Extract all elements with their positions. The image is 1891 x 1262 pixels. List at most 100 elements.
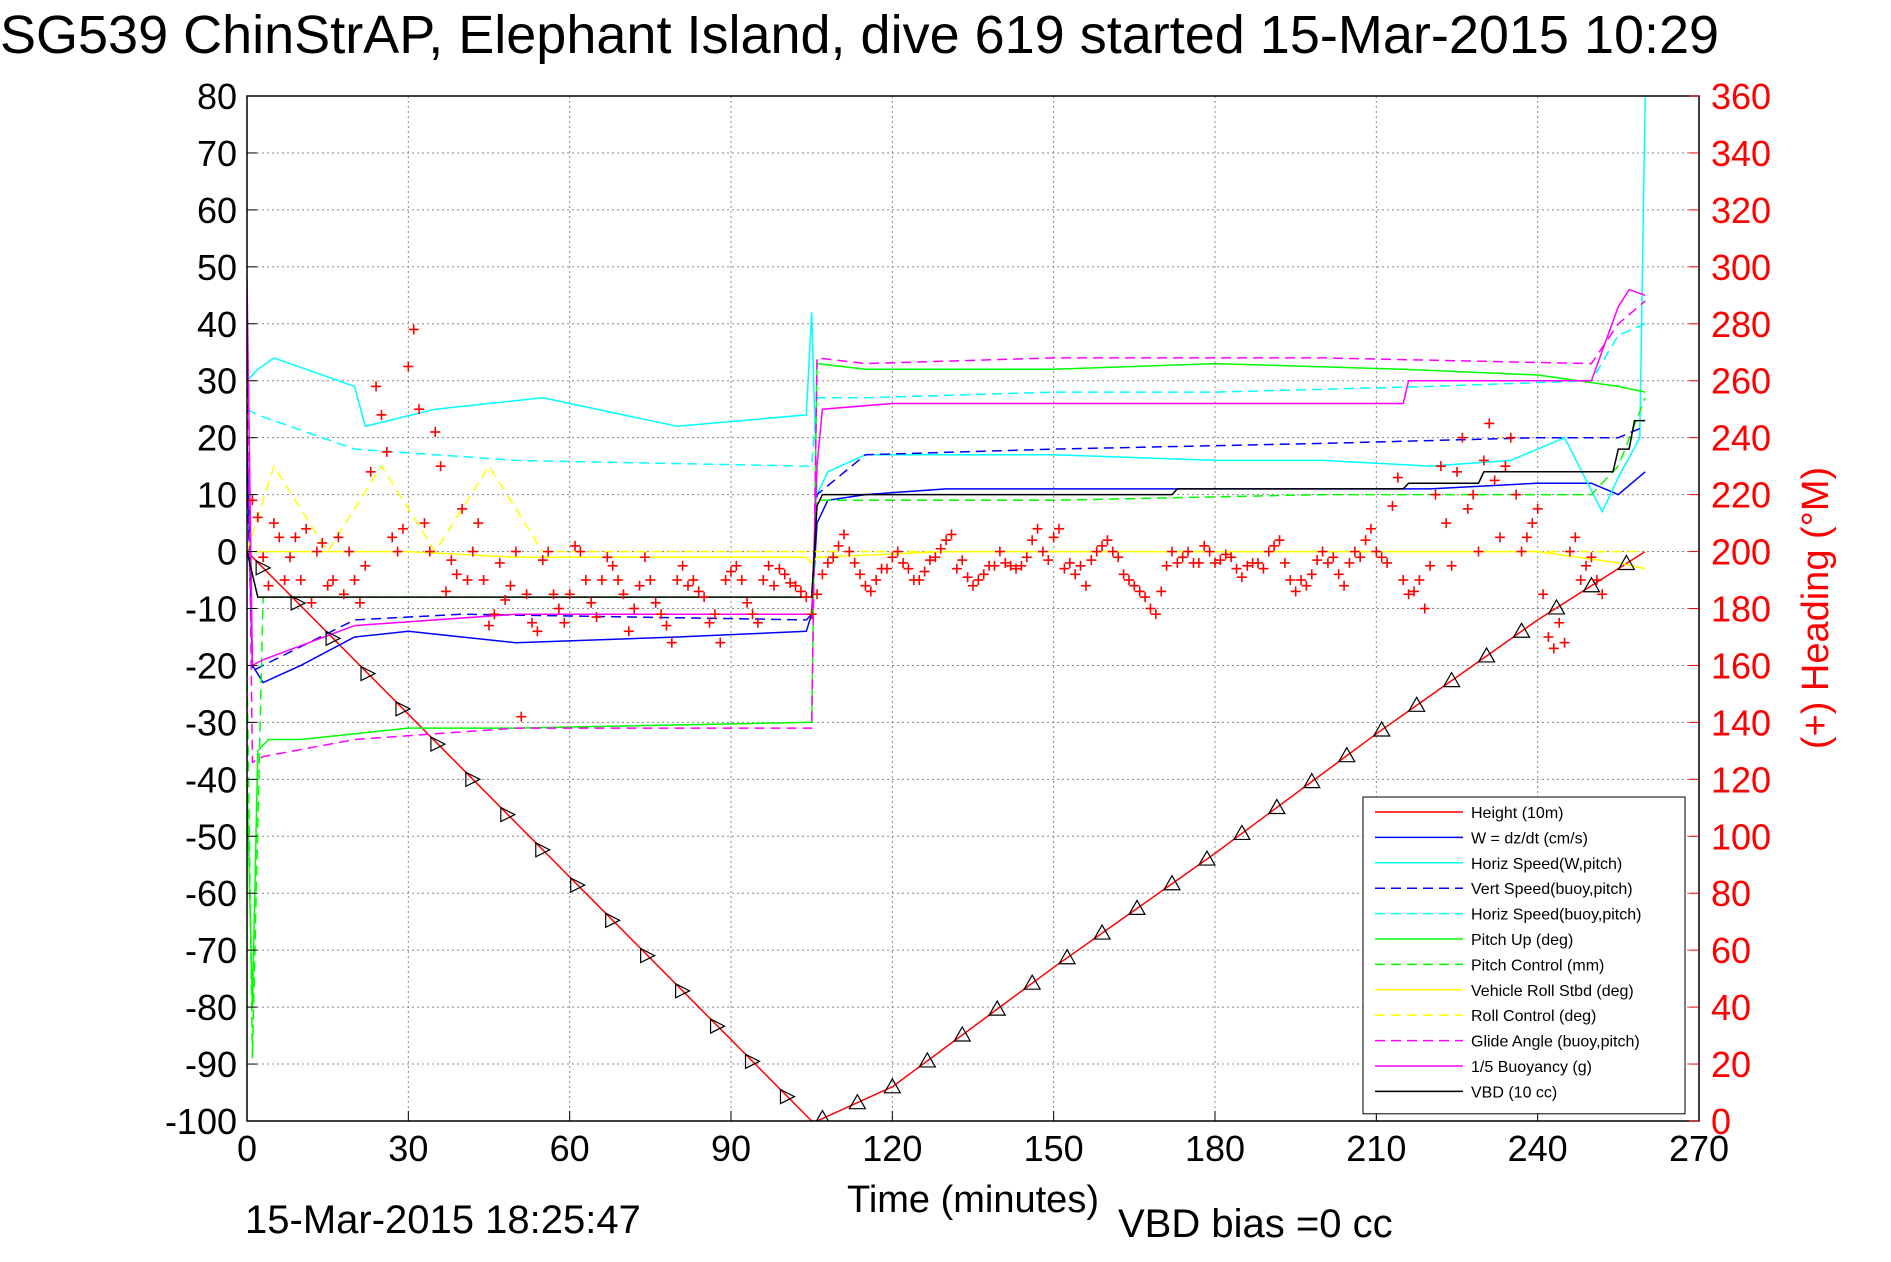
heading-point	[892, 546, 903, 557]
heading-point	[1360, 535, 1371, 546]
left-tick-label: -90	[185, 1044, 237, 1085]
heading-point	[1339, 580, 1350, 591]
heading-point	[1285, 575, 1296, 586]
right-tick-label: 260	[1711, 361, 1771, 402]
vbd-bias-label: VBD bias =0 cc	[1118, 1202, 1393, 1246]
heading-point	[1586, 552, 1597, 563]
legend-label: Horiz Speed(W,pitch)	[1471, 856, 1622, 873]
heading-point	[1473, 546, 1484, 557]
depth-marker	[360, 665, 377, 682]
heading-point	[650, 597, 661, 608]
heading-point	[822, 557, 833, 568]
legend: Height (10m) W = dz/dt (cm/s) Horiz Speed(…	[1362, 796, 1686, 1115]
heading-point	[403, 361, 414, 372]
right-tick-label: 180	[1711, 589, 1771, 630]
heading-point	[580, 575, 591, 586]
heading-point	[903, 563, 914, 574]
heading-point	[704, 617, 715, 628]
depth-marker	[1232, 824, 1251, 841]
depth-marker	[1407, 696, 1426, 712]
right-tick-label: 40	[1711, 987, 1751, 1028]
heading-point	[532, 626, 543, 637]
depth-marker	[1023, 973, 1042, 990]
heading-point	[1328, 552, 1339, 563]
heading-point	[795, 586, 806, 597]
heading-point	[1484, 418, 1495, 429]
heading-point	[1548, 643, 1559, 654]
depth-marker	[430, 736, 447, 753]
heading-point	[1064, 557, 1075, 568]
heading-point	[962, 572, 973, 583]
heading-point	[1043, 555, 1054, 566]
depth-marker	[848, 1093, 867, 1110]
heading-point	[1387, 501, 1398, 511]
heading-point	[596, 575, 607, 586]
heading-point	[247, 495, 258, 506]
heading-point	[1365, 523, 1376, 534]
depth-marker	[1302, 772, 1321, 789]
heading-point	[570, 540, 581, 551]
heading-point	[354, 597, 365, 608]
heading-point	[311, 546, 322, 557]
depth-marker	[988, 999, 1007, 1016]
heading-point	[1468, 489, 1479, 500]
series-line-2	[247, 96, 1646, 514]
left-tick-label: -80	[185, 987, 237, 1028]
depth-marker	[953, 1025, 972, 1042]
depth-marker	[744, 1053, 761, 1070]
right-tick-label: 60	[1711, 930, 1751, 971]
legend-label: Vehicle Roll Stbd (deg)	[1471, 983, 1634, 1000]
heading-point	[360, 560, 371, 571]
left-tick-label: 10	[197, 475, 237, 516]
left-tick-label: -70	[185, 930, 237, 971]
heading-point	[1054, 523, 1065, 534]
heading-point	[871, 575, 882, 586]
heading-point	[1059, 563, 1070, 574]
right-tick-label: 360	[1711, 76, 1771, 117]
heading-point	[467, 546, 478, 557]
heading-point	[285, 552, 296, 563]
depth-marker	[1617, 554, 1636, 571]
heading-point	[1048, 532, 1059, 543]
legend-label: VBD (10 cc)	[1471, 1084, 1557, 1101]
heading-point	[1172, 557, 1183, 568]
legend-box	[1362, 796, 1686, 1115]
heading-point	[639, 552, 650, 563]
x-tick-label: 180	[1185, 1128, 1245, 1169]
heading-point	[838, 529, 849, 540]
heading-point	[709, 609, 720, 620]
legend-label: W = dz/dt (cm/s)	[1471, 830, 1588, 847]
heading-point	[941, 535, 952, 546]
heading-point	[930, 552, 941, 563]
heading-point	[1070, 569, 1081, 580]
heading-point	[978, 569, 989, 580]
heading-point	[1236, 572, 1247, 583]
legend-label: Horiz Speed(buoy,pitch)	[1471, 907, 1641, 924]
heading-point	[763, 560, 774, 571]
heading-point	[1581, 560, 1592, 571]
depth-marker	[1512, 622, 1531, 638]
heading-point	[1123, 575, 1134, 586]
legend-label: Pitch Control (mm)	[1471, 957, 1604, 974]
heading-point	[1419, 603, 1430, 614]
heading-point	[677, 560, 688, 571]
heading-point	[1538, 589, 1549, 600]
heading-point	[387, 532, 398, 543]
heading-point	[1107, 546, 1118, 557]
heading-point	[957, 555, 968, 566]
heading-point	[1032, 523, 1043, 534]
right-axis: 3603403203002802602402202001801601401201…	[1689, 76, 1771, 1142]
heading-point	[731, 560, 742, 571]
heading-point	[1570, 532, 1581, 543]
heading-point	[317, 538, 328, 549]
heading-point	[1274, 535, 1285, 546]
left-tick-label: -10	[185, 589, 237, 630]
heading-point	[548, 589, 559, 600]
heading-point	[1134, 586, 1145, 597]
heading-point	[1597, 589, 1608, 600]
heading-point	[1204, 546, 1215, 557]
right-tick-label: 20	[1711, 1044, 1751, 1085]
heading-point	[806, 609, 817, 620]
heading-point	[1215, 555, 1226, 566]
heading-point	[1269, 540, 1280, 551]
